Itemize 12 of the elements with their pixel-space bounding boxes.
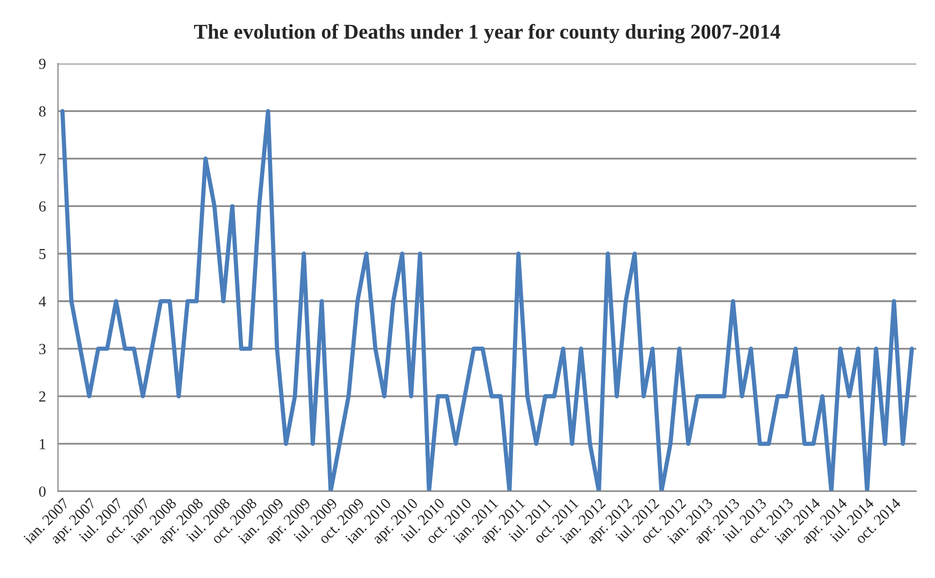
y-tick-label: 9 <box>39 58 46 70</box>
y-tick-label: 6 <box>39 201 46 212</box>
y-tick-label: 3 <box>39 344 46 354</box>
y-tick-label: 4 <box>38 296 46 307</box>
y-tick-label: 8 <box>39 106 46 117</box>
y-tick-label: 2 <box>39 391 46 402</box>
line-series <box>60 109 914 492</box>
chart-title: The evolution of Deaths under 1 year for county during 2007-2014 <box>194 24 780 44</box>
y-tick-label: 1 <box>40 438 46 450</box>
y-tick-label: 0 <box>39 486 46 497</box>
y-tick-label: 7 <box>40 154 46 164</box>
y-tick-label: 5 <box>39 248 46 260</box>
